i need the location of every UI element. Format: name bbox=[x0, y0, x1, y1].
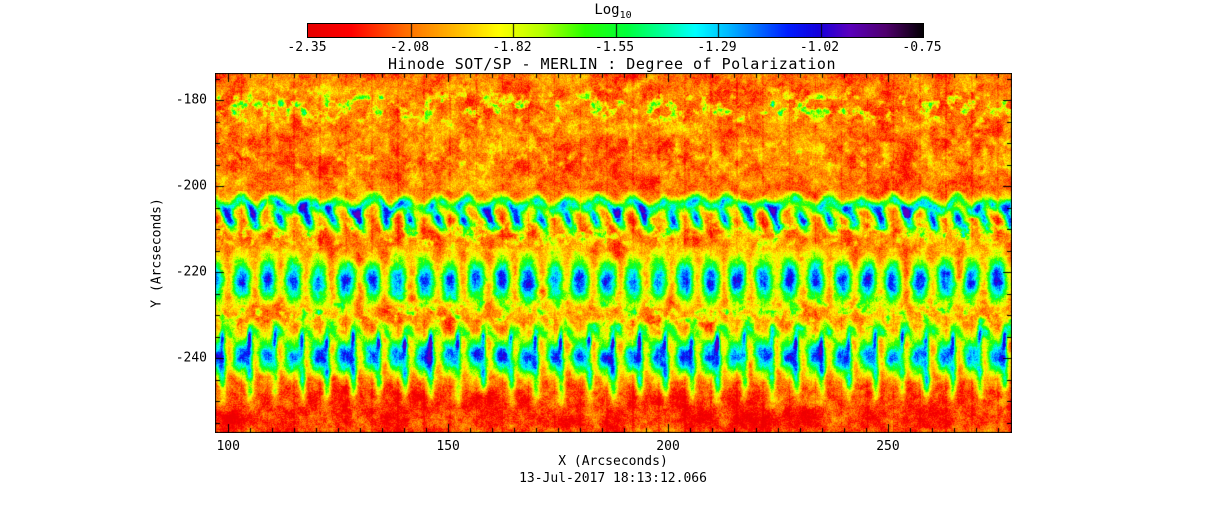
colorbar-title-subscript: 10 bbox=[619, 9, 632, 21]
x-axis-label: X (Arcseconds) bbox=[558, 454, 668, 469]
colorbar-gradient bbox=[307, 23, 924, 38]
colorbar-tick-label: -2.35 bbox=[287, 40, 327, 55]
y-tick-label: -180 bbox=[175, 92, 207, 108]
colorbar-tick-label: -1.29 bbox=[697, 40, 737, 55]
colorbar-tick-label: -2.08 bbox=[389, 40, 430, 55]
y-axis-label: Y (Arcseconds) bbox=[149, 198, 165, 308]
colorbar-title-text: Log bbox=[594, 2, 620, 18]
colorbar-tick-label: -1.55 bbox=[594, 40, 635, 55]
colorbar-tick-label: -1.82 bbox=[492, 40, 532, 55]
colorbar-tick-label: -0.75 bbox=[902, 40, 942, 55]
plot-title: Hinode SOT/SP - MERLIN : Degree of Polar… bbox=[388, 55, 836, 73]
colorbar-title: Log10 bbox=[594, 2, 631, 21]
x-tick-label: 200 bbox=[656, 439, 680, 454]
x-tick-label: 100 bbox=[216, 439, 240, 454]
y-tick-label: -240 bbox=[175, 350, 207, 366]
timestamp: 13-Jul-2017 18:13:12.066 bbox=[519, 471, 707, 486]
colorbar-tick-label: -1.02 bbox=[799, 40, 840, 55]
x-tick-label: 150 bbox=[436, 439, 460, 454]
x-tick-label: 250 bbox=[876, 439, 900, 454]
heatmap-canvas bbox=[215, 73, 1012, 433]
y-tick-label: -220 bbox=[175, 264, 207, 280]
y-tick-label: -200 bbox=[175, 178, 207, 194]
